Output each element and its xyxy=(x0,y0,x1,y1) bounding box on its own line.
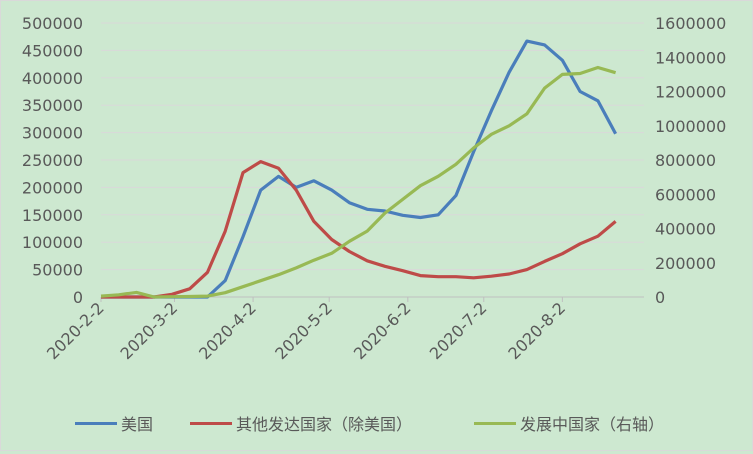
y-tick-label: 400000 xyxy=(22,69,83,88)
x-axis: 2020-2-2 2020-3-2 2020-4-2 2020-5-2 2020-6-2… xyxy=(43,297,569,363)
left-y-axis: 0 50000 100000 150000 200000 250000 300000 3500… xyxy=(22,14,83,307)
legend-item-us: 美国 xyxy=(75,411,153,435)
y2-tick-label: 1200000 xyxy=(655,83,726,102)
legend-line-icon xyxy=(75,421,117,425)
legend-item-developed: 其他发达国家（除美国） xyxy=(190,411,412,435)
x-tick-label: 2020-7-2 xyxy=(426,298,491,363)
y2-tick-label: 400000 xyxy=(655,220,716,239)
y-tick-label: 500000 xyxy=(22,14,83,33)
y2-tick-label: 1400000 xyxy=(655,48,726,67)
legend-label: 发展中国家（右轴） xyxy=(520,415,665,434)
y2-tick-label: 200000 xyxy=(655,254,716,273)
x-tick-label: 2020-5-2 xyxy=(271,298,336,363)
y-tick-label: 150000 xyxy=(22,206,83,225)
y-tick-label: 100000 xyxy=(22,233,83,252)
x-tick-label: 2020-6-2 xyxy=(350,298,415,363)
series-line xyxy=(101,39,618,299)
x-tick-label: 2020-3-2 xyxy=(117,298,182,363)
legend: 美国 其他发达国家（除美国） 发展中国家（右轴） xyxy=(1,405,752,435)
y-tick-label: 250000 xyxy=(22,151,83,170)
legend-line-icon xyxy=(474,421,516,425)
y2-tick-label: 0 xyxy=(655,288,665,307)
legend-label: 其他发达国家（除美国） xyxy=(236,415,413,434)
y-tick-label: 50000 xyxy=(32,261,83,280)
x-tick-label: 2020-8-2 xyxy=(504,298,569,363)
y2-tick-label: 1600000 xyxy=(655,14,726,33)
legend-line-icon xyxy=(190,421,232,425)
legend-item-developing: 发展中国家（右轴） xyxy=(474,411,664,435)
y-tick-label: 300000 xyxy=(22,124,83,143)
series-line xyxy=(101,160,617,299)
y2-tick-label: 800000 xyxy=(655,151,716,170)
x-tick-label: 2020-4-2 xyxy=(195,298,260,363)
series-lines xyxy=(100,39,618,299)
y-tick-label: 350000 xyxy=(22,96,83,115)
y-tick-label: 450000 xyxy=(22,41,83,60)
series-line xyxy=(100,65,617,299)
y2-tick-label: 1000000 xyxy=(655,117,726,136)
x-tick-label: 2020-2-2 xyxy=(43,298,108,363)
y2-tick-label: 600000 xyxy=(655,185,716,204)
legend-label: 美国 xyxy=(121,415,154,434)
y-tick-label: 200000 xyxy=(22,178,83,197)
gridlines xyxy=(101,22,644,298)
y-tick-label: 0 xyxy=(73,288,83,307)
right-y-axis: 0 200000 400000 600000 800000 1000000 1200000 1… xyxy=(655,14,726,307)
